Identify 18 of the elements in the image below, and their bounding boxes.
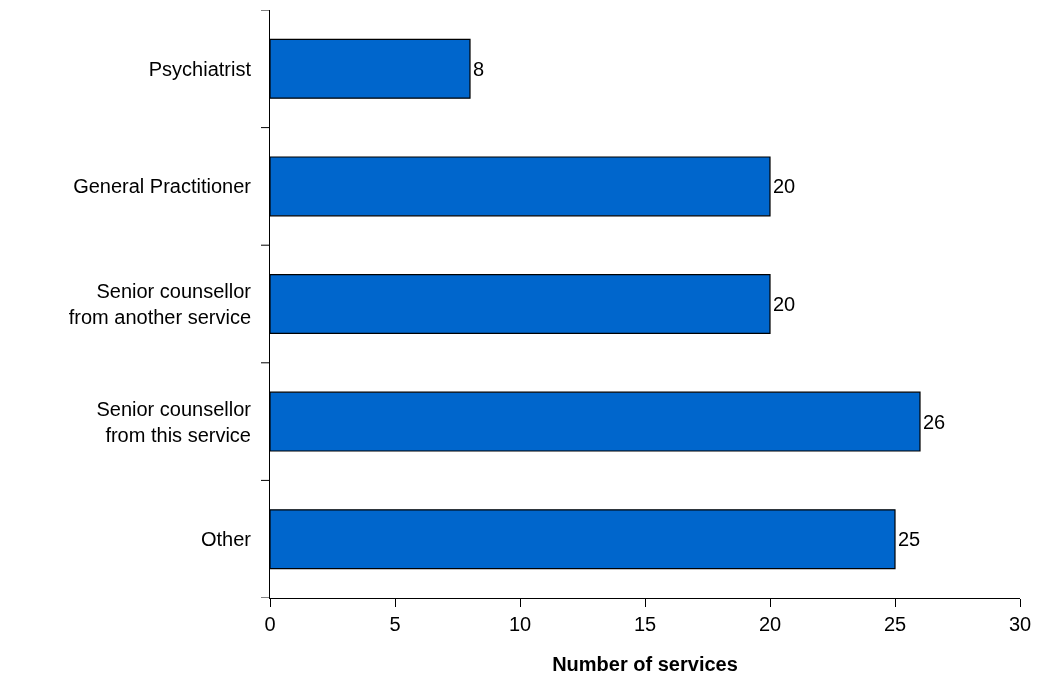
x-tick-label: 0 <box>264 613 276 635</box>
y-tick-label: General Practitioner <box>73 175 252 198</box>
data-label: 20 <box>773 175 796 198</box>
data-label: 26 <box>923 410 946 433</box>
y-tick-label: Psychiatrist <box>148 57 252 80</box>
y-tick-label: Other <box>200 528 252 551</box>
data-label: 25 <box>898 528 921 551</box>
x-tick-label: 20 <box>758 613 782 635</box>
x-tick-label: 25 <box>883 613 907 635</box>
x-tick-label: 10 <box>508 613 532 635</box>
y-tick-label: Senior counsellor from this service <box>96 397 252 446</box>
x-tick-label: 5 <box>389 613 401 635</box>
data-label: 8 <box>473 57 485 80</box>
x-tick-label: 15 <box>633 613 657 635</box>
data-label: 20 <box>773 293 796 315</box>
x-axis-title: Number of services <box>552 652 738 675</box>
x-tick-label: 30 <box>1008 613 1032 635</box>
y-tick-label: Senior counsellor from another service <box>68 280 252 328</box>
